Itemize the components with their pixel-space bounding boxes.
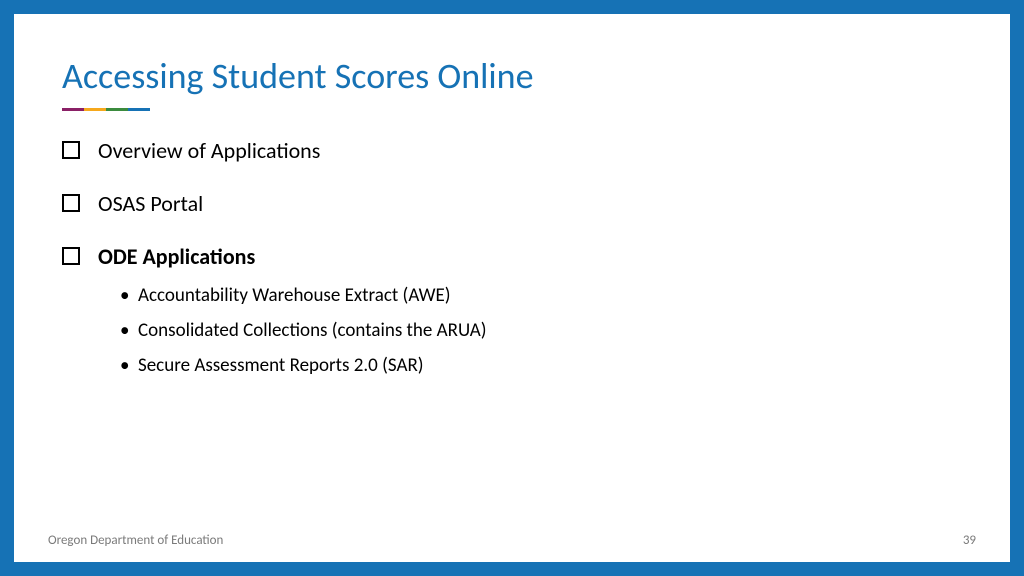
sub-list: Accountability Warehouse Extract (AWE) C… [120, 284, 962, 377]
title-underline [62, 108, 150, 111]
list-item: Overview of Applications [62, 137, 962, 164]
sub-list-item: Accountability Warehouse Extract (AWE) [120, 284, 962, 307]
slide-content: Accessing Student Scores Online Overview… [14, 14, 1010, 389]
checkbox-icon [62, 247, 80, 265]
checkbox-icon [62, 194, 80, 212]
list-item: ODE Applications Accountability Warehous… [62, 243, 962, 389]
sub-list-item: Secure Assessment Reports 2.0 (SAR) [120, 354, 962, 377]
list-item-label: OSAS Portal [98, 190, 203, 217]
list-item-label: ODE Applications [98, 243, 255, 270]
slide-frame: Accessing Student Scores Online Overview… [0, 0, 1024, 576]
checkbox-icon [62, 141, 80, 159]
slide-title: Accessing Student Scores Online [62, 54, 962, 98]
list-item-label: Overview of Applications [98, 137, 320, 164]
sub-list-item: Consolidated Collections (contains the A… [120, 319, 962, 342]
list-item: OSAS Portal [62, 190, 962, 217]
footer-org: Oregon Department of Education [48, 533, 223, 548]
slide-footer: Oregon Department of Education 39 [48, 533, 976, 548]
footer-page-number: 39 [963, 533, 976, 548]
bullet-list: Overview of Applications OSAS Portal ODE… [62, 137, 962, 389]
